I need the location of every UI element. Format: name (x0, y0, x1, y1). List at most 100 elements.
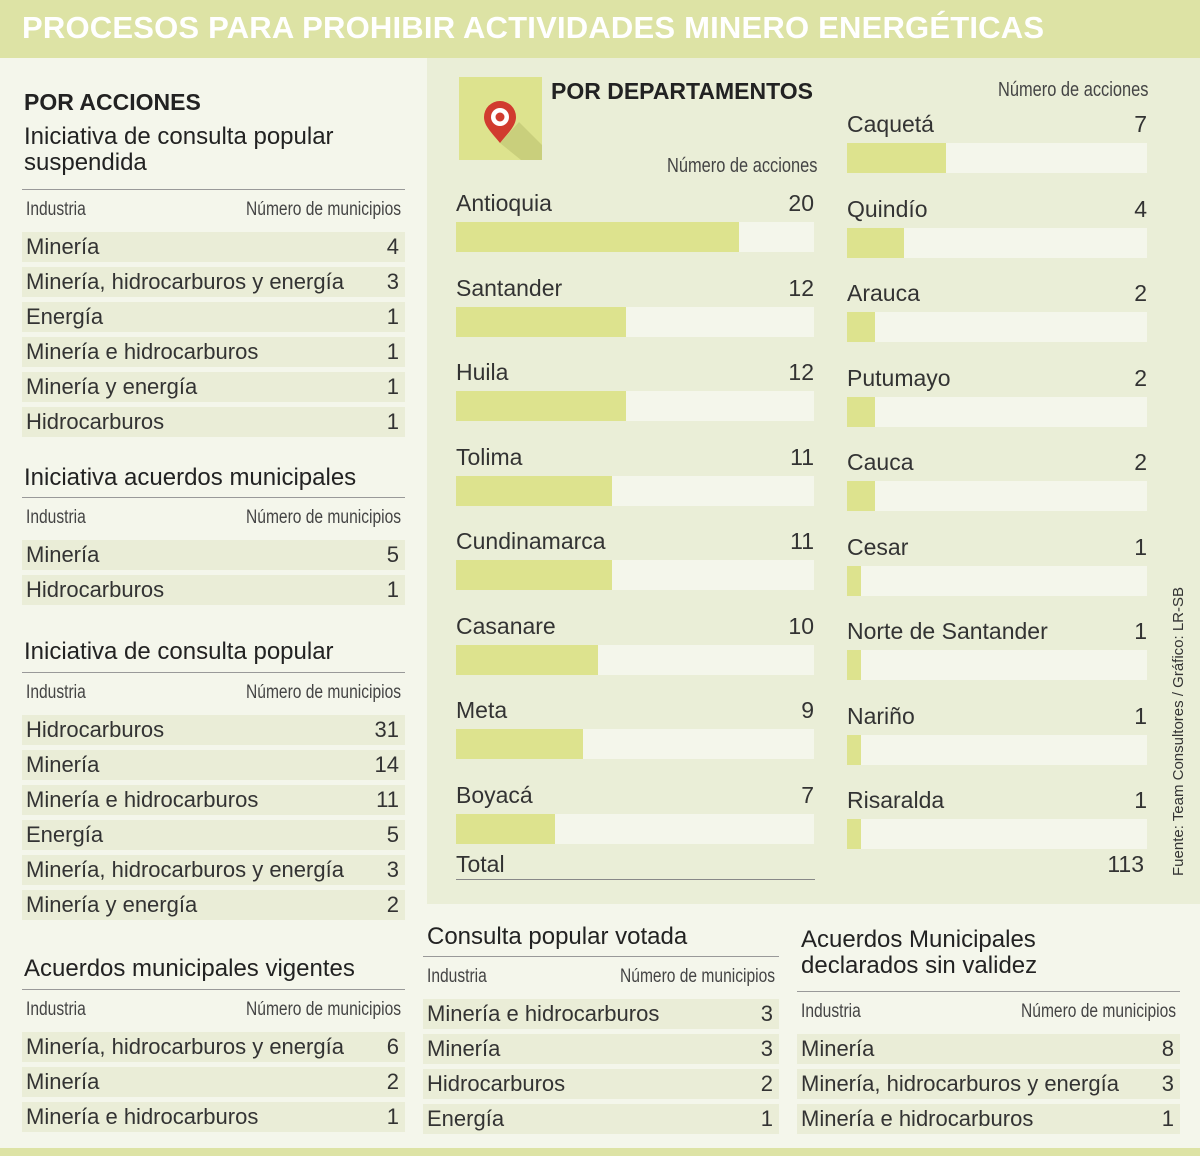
row-industry: Minería e hidrocarburos (26, 787, 259, 812)
row-count: 3 (386, 857, 399, 882)
table-title-consulta-votada: Consulta popular votada (427, 923, 688, 950)
por-acciones-heading: POR ACCIONES (24, 89, 201, 115)
table-row: Minería e hidrocarburos 1 (22, 337, 405, 367)
table-sin-validez: Industria Número de municipios Minería 8 Min… (797, 991, 1180, 1139)
column-header-industria: Industria (26, 682, 86, 703)
row-industry: Minería, hidrocarburos y energía (801, 1071, 1119, 1096)
dept-label: Quindío (847, 195, 928, 222)
total-label: Total (456, 851, 505, 877)
table-title-acuerdos-municipales: Iniciativa acuerdos municipales (24, 464, 357, 491)
row-industry: Energía (26, 822, 104, 847)
table-row: Minería, hidrocarburos y energía 3 (22, 267, 405, 297)
row-industry: Minería (801, 1036, 875, 1061)
dept-label: Risaralda (847, 787, 945, 813)
dept-bar (847, 312, 875, 342)
dept-label: Caquetá (847, 111, 934, 137)
row-count: 3 (760, 1001, 773, 1026)
dept-label: Putumayo (847, 364, 951, 391)
dept-bar (456, 306, 626, 337)
row-industry: Minería y energía (26, 374, 198, 399)
dept-bar-track (456, 644, 814, 675)
dept-value: 2 (1134, 449, 1147, 475)
dept-bar-track (456, 560, 814, 590)
row-count: 14 (374, 752, 399, 777)
dept-bar (456, 644, 598, 675)
row-industry: Hidrocarburos (427, 1071, 566, 1096)
dept-value: 2 (1134, 280, 1147, 306)
table-consulta-suspendida: Industria Número de municipios Minería 4 Min… (22, 189, 405, 442)
column-header-numero: Número de municipios (245, 199, 401, 220)
row-industry: Energía (427, 1106, 505, 1131)
dept-bar-track (847, 312, 1147, 342)
dept-value: 7 (801, 781, 814, 808)
row-count: 1 (386, 339, 399, 364)
table-row: Hidrocarburos 1 (22, 407, 405, 437)
dept-value: 20 (788, 190, 814, 216)
chart-col-header-left: Número de acciones (666, 155, 817, 177)
dept-bar (847, 819, 861, 849)
row-count: 1 (386, 409, 399, 434)
dept-bar-track (456, 391, 814, 421)
table-row: Minería 4 (22, 232, 405, 262)
dept-value: 7 (1134, 111, 1147, 137)
table-row: Minería e hidrocarburos 3 (423, 999, 779, 1029)
column-header-numero: Número de municipios (245, 999, 401, 1020)
table-row: Energía 1 (22, 302, 405, 332)
header-banner: PROCESOS PARA PROHIBIR ACTIVIDADES MINER… (0, 0, 1200, 58)
row-industry: Hidrocarburos (26, 717, 165, 742)
dept-bar (847, 565, 861, 596)
dept-value: 9 (801, 697, 814, 723)
row-industry: Minería e hidrocarburos (427, 1001, 660, 1026)
table-header: Industria Número de municipios (22, 672, 405, 715)
dept-value: 10 (788, 612, 814, 639)
table-row: Minería y energía 1 (22, 372, 405, 402)
dept-label: Nariño (847, 702, 915, 729)
row-industry: Minería e hidrocarburos (26, 1104, 259, 1129)
dept-bar-track (847, 481, 1147, 511)
table-row: Hidrocarburos 31 (22, 715, 405, 745)
table-row: Hidrocarburos 2 (423, 1069, 779, 1099)
row-count: 1 (386, 304, 399, 329)
table-row: Minería 8 (797, 1034, 1180, 1064)
dept-bar-track (456, 813, 814, 844)
column-header-numero: Número de municipios (245, 507, 401, 528)
row-count: 5 (386, 542, 399, 567)
row-count: 6 (386, 1034, 399, 1059)
table-title-consulta-popular: Iniciativa de consulta popular (24, 638, 334, 665)
row-industry: Minería (26, 234, 100, 259)
table-header: Industria Número de municipios (22, 189, 405, 232)
table-acuerdos-municipales: Industria Número de municipios Minería 5 Hid… (22, 497, 405, 610)
dept-bar (847, 650, 861, 680)
dept-bar-track (847, 565, 1147, 596)
dept-label: Cundinamarca (456, 528, 606, 554)
row-count: 1 (386, 374, 399, 399)
row-industry: Minería (26, 1069, 100, 1094)
row-count: 3 (760, 1036, 773, 1061)
dept-bar-track (847, 396, 1147, 427)
dept-bar-track (847, 143, 1147, 173)
dept-value: 4 (1134, 195, 1147, 222)
table-consulta-popular: Industria Número de municipios Hidrocarbur… (22, 672, 405, 925)
dept-bar (456, 475, 612, 506)
row-industry: Minería (26, 542, 100, 567)
row-industry: Energía (26, 304, 104, 329)
table-row: Minería 3 (423, 1034, 779, 1064)
total-rule (456, 879, 815, 880)
table-row: Energía 5 (22, 820, 405, 850)
table-row: Minería, hidrocarburos y energía 3 (22, 855, 405, 885)
row-count: 8 (1161, 1036, 1174, 1061)
bottom-rule (0, 1148, 1200, 1156)
dept-bar-track (847, 734, 1147, 765)
dept-label: Norte de Santander (847, 618, 1048, 644)
dept-label: Huila (456, 359, 509, 385)
row-industry: Hidrocarburos (26, 409, 165, 434)
table-row: Minería, hidrocarburos y energía 3 (797, 1069, 1180, 1099)
row-count: 31 (374, 717, 399, 742)
table-row: Energía 1 (423, 1104, 779, 1134)
dept-bar (847, 396, 875, 427)
dept-value: 1 (1134, 618, 1147, 644)
table-header: Industria Número de municipios (22, 497, 405, 540)
table-row: Minería 2 (22, 1067, 405, 1097)
row-count: 1 (386, 577, 399, 602)
row-count: 2 (386, 892, 399, 917)
